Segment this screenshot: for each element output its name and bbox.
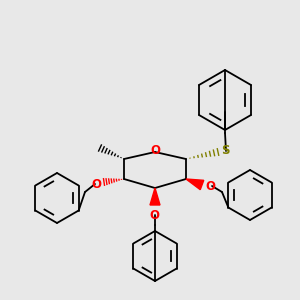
Polygon shape	[150, 188, 160, 205]
Text: S: S	[221, 145, 230, 158]
Polygon shape	[186, 179, 204, 190]
Text: O: O	[149, 209, 159, 222]
Text: O: O	[205, 179, 215, 193]
Text: O: O	[150, 143, 160, 157]
Text: O: O	[91, 178, 101, 190]
